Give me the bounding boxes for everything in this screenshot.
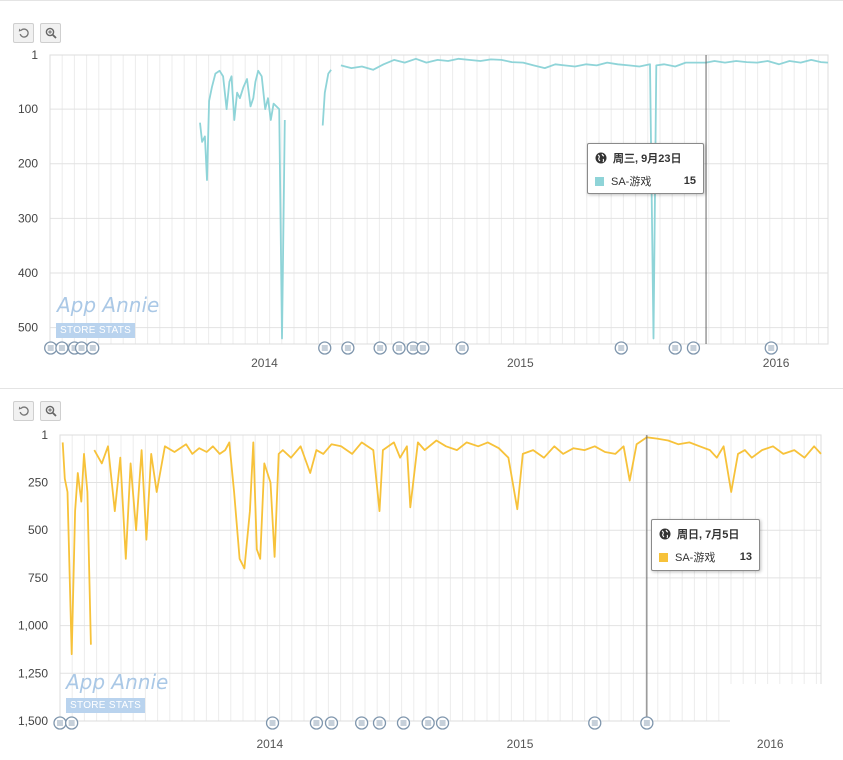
watermark-brand: App Annie xyxy=(64,670,168,694)
grid xyxy=(49,55,820,344)
x-tick-label: 2014 xyxy=(251,356,278,370)
annotation-marker-icon[interactable] xyxy=(421,716,435,730)
rank-chart-panel-1: 1 100 200 300 400 500 2014 2015 2016 App Annie ST… xyxy=(0,0,843,381)
annotation-marker-icon[interactable] xyxy=(355,716,369,730)
tooltip-series-swatch xyxy=(595,176,604,186)
tooltip-series-swatch xyxy=(659,552,668,562)
y-tick-label: 1,000 xyxy=(18,619,48,633)
tooltip-value: 13 xyxy=(739,551,752,563)
zoom-in-icon xyxy=(45,405,57,417)
x-tick-label: 2015 xyxy=(507,356,534,370)
tooltip-date: 周三, 9月23日 xyxy=(613,153,682,165)
y-tick-label: 1,250 xyxy=(18,666,48,680)
watermark-badge: STORE STATS xyxy=(56,323,136,338)
x-tick-label: 2016 xyxy=(763,356,790,370)
annotation-marker-icon[interactable] xyxy=(686,341,701,355)
series-line[interactable] xyxy=(61,442,92,656)
annotation-marker-icon[interactable] xyxy=(373,341,387,355)
annotation-marker-icon[interactable] xyxy=(324,716,339,730)
y-tick-label: 500 xyxy=(18,321,38,335)
tooltip-series-name: SA-游戏 xyxy=(675,552,716,564)
tooltip-value: 15 xyxy=(683,175,696,187)
annotation-marker-icon[interactable] xyxy=(86,341,100,355)
watermark-badge: STORE STATS xyxy=(66,698,146,713)
y-tick-label: 1 xyxy=(41,428,48,442)
annotation-marker-icon[interactable] xyxy=(318,341,332,355)
annotation-marker-icon[interactable] xyxy=(44,341,58,355)
zoom-in-button[interactable] xyxy=(40,23,61,43)
globe-icon xyxy=(659,528,671,540)
annotation-marker-icon[interactable] xyxy=(640,716,654,730)
annotation-marker-icon[interactable] xyxy=(341,341,355,355)
annotation-marker-icon[interactable] xyxy=(614,341,628,355)
reset-zoom-icon xyxy=(18,406,29,416)
x-tick-label: 2015 xyxy=(507,737,534,751)
globe-icon xyxy=(595,152,607,164)
annotation-marker-icon[interactable] xyxy=(55,341,69,355)
chart-tooltip: 周日, 7月5日 SA-游戏 13 xyxy=(651,519,760,571)
reset-zoom-button[interactable] xyxy=(13,23,34,43)
series-line[interactable] xyxy=(321,69,332,126)
series-line[interactable] xyxy=(199,69,286,340)
y-tick-label: 1 xyxy=(31,48,38,62)
zoom-in-icon xyxy=(45,27,57,39)
rank-line-chart-2[interactable]: 1 250 500 750 1,000 1,250 1,500 2014 2015 2016 App… xyxy=(0,389,843,760)
annotation-marker-icon[interactable] xyxy=(435,716,450,730)
watermark-brand: App Annie xyxy=(55,293,159,317)
blank-overlay xyxy=(730,684,825,724)
annotation-marker-icon[interactable] xyxy=(392,341,406,355)
reset-zoom-icon xyxy=(18,28,29,38)
reset-zoom-button[interactable] xyxy=(13,401,34,421)
y-tick-label: 1,500 xyxy=(18,714,48,728)
series-line[interactable] xyxy=(93,436,822,570)
series-line[interactable] xyxy=(340,57,829,340)
annotation-marker-icon[interactable] xyxy=(53,716,67,730)
rank-line-chart-1[interactable]: 1 100 200 300 400 500 2014 2015 2016 App Annie xyxy=(0,1,843,381)
annotation-marker-icon[interactable] xyxy=(588,716,602,730)
annotation-marker-icon[interactable] xyxy=(416,341,430,355)
y-tick-label: 400 xyxy=(18,266,38,280)
rank-chart-panel-2: 1 250 500 750 1,000 1,250 1,500 2014 2015 2016 App… xyxy=(0,388,843,760)
y-tick-label: 500 xyxy=(28,523,48,537)
annotation-marker-icon[interactable] xyxy=(74,341,89,355)
annotation-marker-icon[interactable] xyxy=(396,716,411,730)
zoom-in-button[interactable] xyxy=(40,401,61,421)
y-tick-label: 250 xyxy=(28,476,48,490)
plot-area xyxy=(49,54,829,345)
y-tick-label: 300 xyxy=(18,211,38,225)
annotation-marker-icon[interactable] xyxy=(372,716,387,730)
annotation-marker-icon[interactable] xyxy=(309,716,324,730)
y-tick-label: 750 xyxy=(28,571,48,585)
x-tick-label: 2016 xyxy=(757,737,784,751)
chart-tooltip: 周三, 9月23日 SA-游戏 15 xyxy=(587,143,704,194)
y-tick-label: 200 xyxy=(18,157,38,171)
y-tick-label: 100 xyxy=(18,102,38,116)
annotation-marker-icon[interactable] xyxy=(455,341,469,355)
annotation-marker-icon[interactable] xyxy=(65,716,79,730)
tooltip-series-name: SA-游戏 xyxy=(611,176,652,188)
annotation-marker-icon[interactable] xyxy=(764,341,778,355)
annotation-marker-icon[interactable] xyxy=(668,341,682,355)
x-tick-label: 2014 xyxy=(256,737,283,751)
tooltip-date: 周日, 7月5日 xyxy=(677,529,740,541)
annotation-marker-icon[interactable] xyxy=(265,716,280,730)
